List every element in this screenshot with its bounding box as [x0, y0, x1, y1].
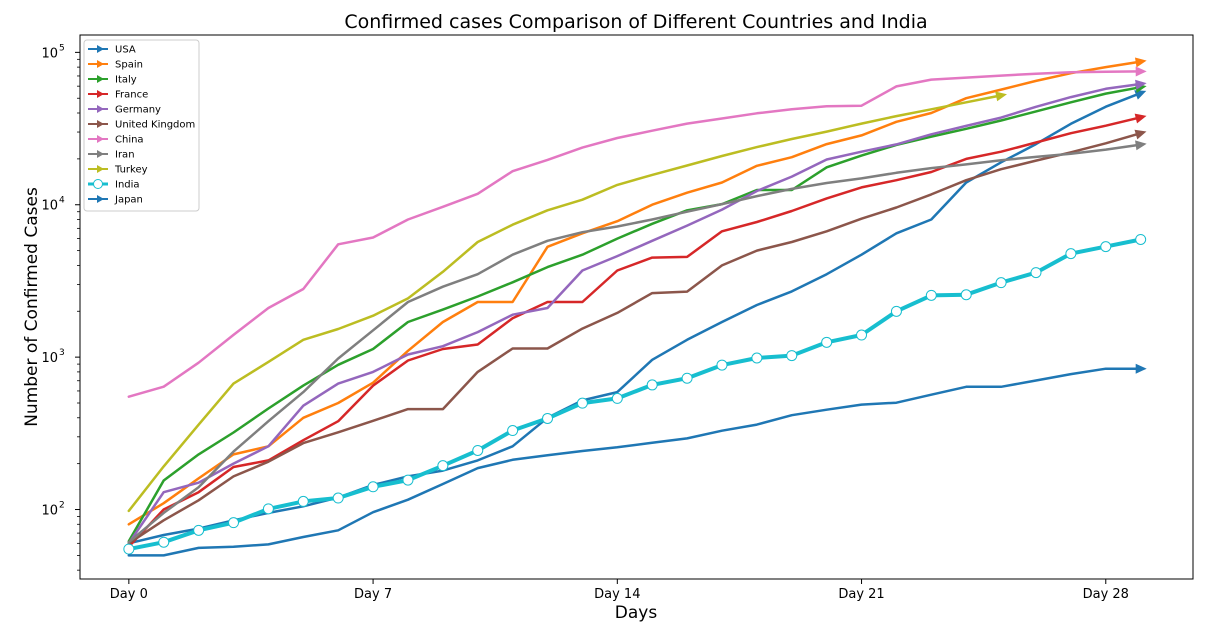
legend: USA Spain Italy France Germany United Kingdom…	[83, 39, 200, 212]
legend-label-italy: Italy	[115, 75, 137, 86]
legend-marker-united-kingdom	[97, 120, 104, 128]
y-tick-exponent: 5	[59, 43, 65, 53]
series-line-france	[127, 116, 1142, 548]
data-point-india	[123, 543, 135, 555]
y-tick-label: 10	[41, 351, 58, 366]
data-point-united-kingdom	[1134, 129, 1147, 140]
data-point-india	[925, 289, 937, 301]
data-point-india	[716, 359, 728, 371]
data-point-spain	[1134, 57, 1147, 68]
x-tick-label: Day 0	[110, 587, 148, 602]
legend-label-spain: Spain	[115, 60, 143, 71]
series-line-united-kingdom	[127, 131, 1142, 545]
data-point-china	[1135, 66, 1147, 77]
data-point-india	[611, 392, 623, 404]
legend-marker-italy	[97, 75, 104, 83]
legend-box	[83, 39, 200, 212]
legend-marker-germany	[97, 105, 104, 113]
legend-marker-japan	[97, 195, 104, 203]
legend-label-iran: Iran	[115, 150, 135, 161]
series-line-turkey	[127, 94, 1003, 513]
data-point-india	[960, 289, 972, 301]
x-tick-label: Day 28	[1083, 587, 1129, 602]
data-point-india	[995, 277, 1007, 289]
data-point-india	[1065, 248, 1077, 260]
data-point-india	[262, 503, 274, 515]
data-point-india	[821, 336, 833, 348]
y-tick-label: 10	[41, 199, 58, 214]
legend-marker-france	[97, 90, 104, 98]
series-line-spain	[127, 60, 1142, 526]
x-axis-label: Days	[615, 603, 658, 623]
data-point-india	[297, 495, 309, 507]
legend-marker-spain	[97, 60, 104, 68]
data-point-india	[786, 350, 798, 362]
y-tick-exponent: 2	[59, 501, 65, 511]
x-axis: Day 0 Day 7 Day 14 Day 21 Day 28	[110, 579, 1129, 602]
data-point-india	[1135, 233, 1147, 245]
x-tick-label: Day 21	[838, 587, 884, 602]
legend-marker-iran	[97, 150, 104, 158]
x-tick-label: Day 7	[354, 587, 392, 602]
series-line-germany	[127, 82, 1142, 545]
series-line-japan	[127, 367, 1142, 557]
series-line-china	[127, 70, 1142, 398]
legend-label-china: China	[115, 135, 144, 146]
data-point-india	[890, 305, 902, 317]
chart-title: Confirmed cases Comparison of Different …	[344, 11, 927, 33]
data-point-india	[367, 481, 379, 493]
legend-label-germany: Germany	[115, 105, 161, 116]
y-tick-label: 10	[41, 504, 58, 519]
legend-marker-india	[93, 179, 103, 189]
data-point-iran	[1135, 140, 1147, 151]
data-point-turkey	[995, 91, 1007, 102]
data-point-india	[332, 492, 344, 504]
data-point-india	[542, 412, 554, 424]
data-point-germany	[1135, 79, 1147, 90]
legend-label-japan: Japan	[114, 195, 143, 206]
y-tick-exponent: 3	[59, 348, 65, 358]
legend-marker-turkey	[97, 165, 104, 173]
legend-label-usa: USA	[115, 45, 136, 56]
data-point-india	[507, 425, 519, 437]
legend-marker-china	[97, 135, 104, 143]
data-point-india	[1030, 267, 1042, 279]
data-point-india	[856, 329, 868, 341]
y-tick-label: 10	[41, 46, 58, 61]
data-point-india	[228, 517, 240, 529]
data-point-india	[576, 397, 588, 409]
x-tick-label: Day 14	[594, 587, 640, 602]
legend-marker-usa	[97, 45, 104, 53]
data-point-india	[681, 372, 693, 384]
plot-frame	[79, 34, 1194, 580]
plot-area	[123, 57, 1147, 557]
data-point-india	[402, 474, 414, 486]
data-point-india	[751, 352, 763, 364]
data-point-india	[437, 460, 449, 472]
legend-label-united-kingdom: United Kingdom	[115, 120, 195, 131]
y-axis-label: Number of Confirmed Cases	[22, 187, 42, 427]
series-line-india	[126, 237, 1143, 552]
data-point-india	[1100, 241, 1112, 253]
series-line-italy	[127, 85, 1142, 543]
data-point-india	[193, 524, 205, 536]
series-line-iran	[127, 143, 1142, 544]
data-point-india	[158, 536, 170, 548]
data-point-india	[646, 379, 658, 391]
y-tick-exponent: 4	[59, 196, 65, 206]
legend-label-turkey: Turkey	[114, 165, 148, 176]
data-point-france	[1134, 113, 1147, 124]
data-point-japan	[1135, 363, 1147, 374]
data-point-india	[472, 444, 484, 456]
legend-label-india: India	[115, 180, 140, 191]
legend-label-france: France	[115, 90, 148, 101]
